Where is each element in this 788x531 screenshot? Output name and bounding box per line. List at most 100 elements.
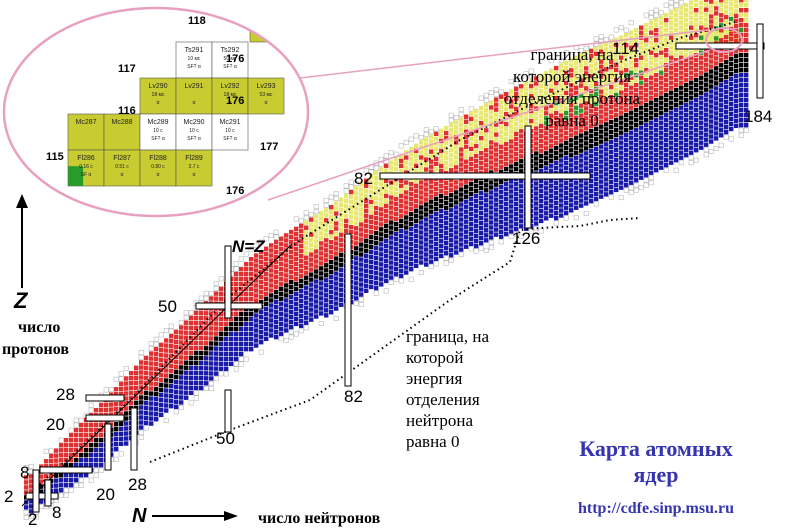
nuclide-cell <box>589 148 594 154</box>
nuclide-cell <box>714 76 719 81</box>
nuclide-cell <box>404 205 409 210</box>
nuclide-cell <box>339 257 344 262</box>
nuclide-cell <box>429 169 434 174</box>
nuclide-cell <box>449 248 454 253</box>
nuclide-cell <box>188 400 194 406</box>
nuclide-cell <box>68 487 74 493</box>
nuclide-cell <box>519 159 524 164</box>
nuclide-cell <box>183 315 189 321</box>
nuclide-cell <box>623 187 629 193</box>
nuclide-cell <box>279 246 284 251</box>
nuclide-cell <box>479 240 484 246</box>
nuclide-cell <box>118 371 124 377</box>
nuclide-cell <box>659 75 664 80</box>
nuclide-cell <box>429 239 434 244</box>
nuclide-cell <box>619 140 624 145</box>
nuclide-cell <box>504 206 509 212</box>
nuclide-cell <box>124 401 129 406</box>
nuclide-cell <box>469 131 474 137</box>
nuclide-cell <box>484 143 489 148</box>
nuclide-cell <box>138 355 144 360</box>
nuclide-cell <box>84 453 89 458</box>
nuclide-cell <box>624 128 629 133</box>
nuclide-cell <box>579 123 584 128</box>
nuclide-cell <box>669 125 674 130</box>
nuclide-cell <box>564 110 569 116</box>
inset-cell-name: Mc289 <box>147 119 168 126</box>
nuclide-cell <box>629 90 634 95</box>
nuclide-cell <box>419 180 424 185</box>
nuclide-cell <box>564 95 569 101</box>
nuclide-cell <box>49 463 54 469</box>
nuclide-cell <box>739 108 744 113</box>
nuclide-cell <box>679 115 684 120</box>
nuclide-cell <box>449 193 454 198</box>
nuclide-cell <box>394 267 399 272</box>
nuclide-cell <box>739 83 744 88</box>
nuclide-cell <box>569 108 574 113</box>
nuclide-cell <box>534 96 539 101</box>
nuclide-cell <box>49 453 54 459</box>
nuclide-cell <box>704 102 709 107</box>
nuclide-cell <box>203 290 209 296</box>
nuclide-cell <box>714 6 719 11</box>
nuclide-cell <box>464 219 469 224</box>
nuclide-cell <box>68 427 74 433</box>
nuclide-cell <box>599 129 604 134</box>
nuclide-cell <box>444 215 449 221</box>
nuclide-cell <box>504 151 509 157</box>
nuclide-cell <box>334 266 339 271</box>
nuclide-cell <box>314 249 319 254</box>
nuclide-cell <box>433 126 439 132</box>
nuclide-cell <box>359 292 364 297</box>
nuclide-cell <box>379 252 384 257</box>
nuclide-cell <box>654 68 659 73</box>
nuclide-cell <box>404 195 409 200</box>
nuclide-cell <box>734 63 739 69</box>
nuclide-cell <box>674 128 679 133</box>
nuclide-cell <box>594 166 599 172</box>
nuclide-cell <box>634 78 639 83</box>
nuclide-cell <box>429 249 434 254</box>
nuclide-cell <box>484 138 489 143</box>
nuclide-cell <box>234 356 239 362</box>
nuclide-cell <box>619 135 624 140</box>
nuclide-cell <box>418 135 424 140</box>
nuclide-cell <box>519 224 524 229</box>
nuclide-cell <box>709 59 714 64</box>
nuclide-cell <box>264 291 269 297</box>
nuclide-cell <box>429 184 434 189</box>
nuclide-cell <box>424 197 429 202</box>
nuclide-cell <box>604 157 609 162</box>
nuclide-cell <box>304 275 309 280</box>
nuclide-cell <box>114 392 119 397</box>
nuclide-cell <box>314 264 319 269</box>
nuclide-cell <box>464 149 469 154</box>
nuclide-cell <box>494 142 499 147</box>
nuclide-cell <box>244 341 249 347</box>
nuclide-cell <box>464 124 469 129</box>
nuclide-cell <box>489 190 494 195</box>
nuclide-cell <box>489 125 494 130</box>
nuclide-cell <box>514 141 519 147</box>
nuclide-cell <box>639 130 644 135</box>
nuclide-cell <box>409 201 414 207</box>
nuclide-cell <box>569 168 574 173</box>
nuclide-cell <box>439 223 444 229</box>
nuclide-cell <box>154 382 159 387</box>
nuclide-cell <box>154 367 159 372</box>
inset-nuclide-cell <box>139 113 177 151</box>
nuclide-cell <box>499 229 504 234</box>
nuclide-cell <box>173 409 179 415</box>
nuclide-cell <box>729 31 734 37</box>
nuclide-cell <box>134 385 139 391</box>
nuclide-cell <box>549 73 554 78</box>
nuclide-cell <box>729 51 734 57</box>
nuclide-cell <box>684 148 689 153</box>
nuclide-cell <box>439 238 444 244</box>
nuclide-cell <box>404 220 409 225</box>
nuclide-cell <box>174 399 179 405</box>
nuclide-cell <box>539 83 544 89</box>
nuclide-cell <box>119 381 124 387</box>
